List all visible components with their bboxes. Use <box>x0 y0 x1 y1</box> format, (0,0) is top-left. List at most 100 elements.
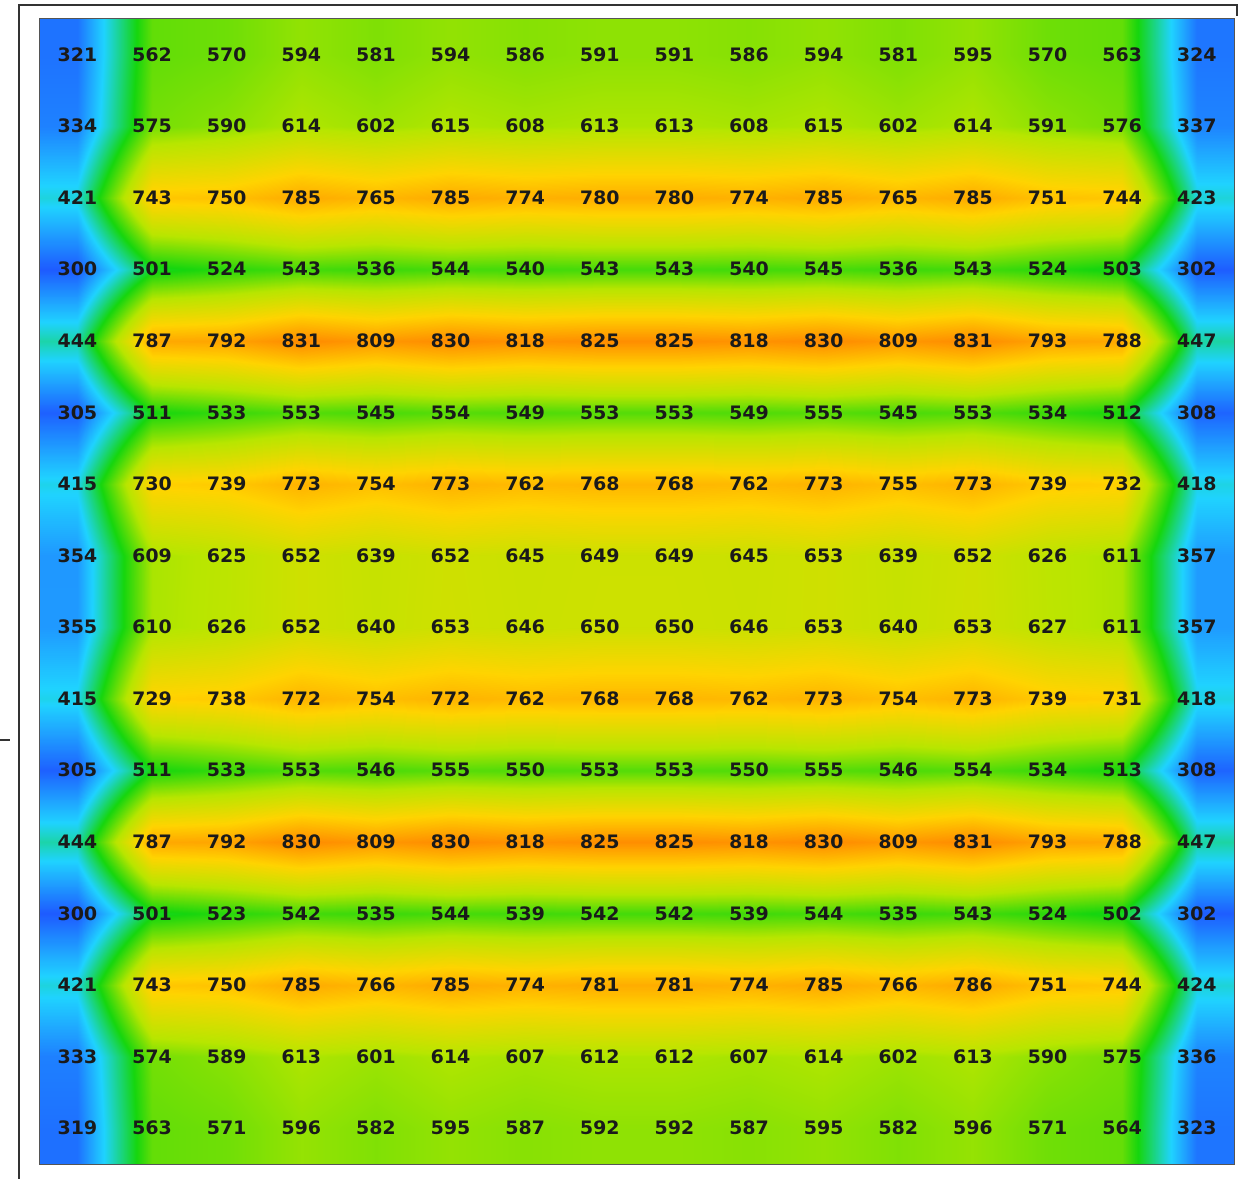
cell-value-label: 792 <box>206 330 247 353</box>
cell-value-label: 305 <box>57 401 98 424</box>
cell-value-label: 415 <box>57 473 98 496</box>
cell-value-label: 523 <box>206 902 247 925</box>
cell-value-label: 773 <box>803 473 844 496</box>
cell-value-label: 607 <box>729 1045 769 1068</box>
cell-value-label: 754 <box>355 473 396 496</box>
cell-value-label: 354 <box>57 544 98 567</box>
cell-value-label: 581 <box>355 43 396 66</box>
cell-value-label: 595 <box>430 1117 471 1140</box>
cell-value-label: 582 <box>878 1117 919 1140</box>
cell-value-label: 594 <box>281 43 322 66</box>
cell-value-label: 533 <box>206 401 247 424</box>
cell-value-label: 533 <box>206 759 247 782</box>
cell-value-label: 308 <box>1176 401 1217 424</box>
cell-value-label: 639 <box>355 544 396 567</box>
cell-value-label: 596 <box>952 1117 993 1140</box>
cell-value-label: 772 <box>430 687 471 710</box>
cell-value-label: 324 <box>1176 43 1217 66</box>
cell-value-label: 766 <box>878 974 919 997</box>
cell-value-label: 576 <box>1102 115 1142 138</box>
cell-value-label: 653 <box>952 616 993 639</box>
cell-value-label: 830 <box>430 830 471 853</box>
cell-value-label: 785 <box>430 974 471 997</box>
cell-value-label: 595 <box>803 1117 844 1140</box>
cell-value-label: 825 <box>654 830 695 853</box>
cell-value-label: 781 <box>654 974 695 997</box>
cell-value-label: 645 <box>505 544 545 567</box>
cell-value-label: 591 <box>1027 115 1068 138</box>
cell-value-label: 444 <box>57 330 98 353</box>
cell-value-label: 543 <box>579 258 620 281</box>
cell-value-label: 818 <box>729 830 769 853</box>
cell-value-label: 544 <box>430 258 471 281</box>
cell-value-label: 773 <box>952 687 993 710</box>
cell-value-label: 774 <box>729 186 769 209</box>
cell-value-label: 536 <box>878 258 919 281</box>
cell-value-label: 652 <box>281 616 322 639</box>
cell-value-label: 549 <box>729 401 769 424</box>
cell-value-label: 511 <box>132 759 172 782</box>
cell-value-label: 646 <box>729 616 769 639</box>
cell-value-label: 554 <box>430 401 471 424</box>
cell-value-label: 780 <box>654 186 695 209</box>
cell-value-label: 653 <box>430 616 471 639</box>
cell-value-label: 591 <box>579 43 620 66</box>
cell-value-label: 570 <box>206 43 247 66</box>
cell-value-label: 652 <box>952 544 993 567</box>
cell-value-label: 536 <box>355 258 396 281</box>
cell-value-label: 501 <box>132 902 172 925</box>
cell-value-label: 765 <box>878 186 919 209</box>
cell-value-label: 542 <box>654 902 695 925</box>
cell-value-label: 423 <box>1176 186 1217 209</box>
cell-value-label: 768 <box>579 473 620 496</box>
cell-value-label: 524 <box>206 258 247 281</box>
cell-value-label: 780 <box>579 186 620 209</box>
cell-value-label: 591 <box>654 43 695 66</box>
cell-value-label: 750 <box>206 974 247 997</box>
cell-value-label: 534 <box>1027 759 1068 782</box>
cell-value-label: 586 <box>505 43 545 66</box>
cell-value-label: 818 <box>729 330 769 353</box>
cell-value-label: 511 <box>132 401 172 424</box>
cell-value-label: 785 <box>803 974 844 997</box>
cell-value-label: 768 <box>579 687 620 710</box>
cell-value-label: 513 <box>1102 759 1142 782</box>
cell-value-label: 615 <box>803 115 844 138</box>
cell-value-label: 785 <box>803 186 844 209</box>
cell-value-label: 550 <box>505 759 545 782</box>
cell-value-label: 550 <box>729 759 769 782</box>
cell-value-label: 613 <box>952 1045 993 1068</box>
cell-value-label: 546 <box>355 759 396 782</box>
cell-value-label: 503 <box>1102 258 1142 281</box>
cell-value-label: 592 <box>654 1117 695 1140</box>
cell-value-label: 543 <box>281 258 322 281</box>
cell-value-label: 355 <box>57 616 98 639</box>
cell-value-label: 809 <box>355 830 396 853</box>
cell-value-label: 731 <box>1102 687 1142 710</box>
frame-tick-right <box>1236 4 1238 16</box>
cell-value-label: 774 <box>505 186 545 209</box>
cell-value-label: 773 <box>281 473 322 496</box>
cell-value-label: 739 <box>1027 687 1068 710</box>
cell-value-label: 610 <box>132 616 172 639</box>
cell-value-label: 571 <box>206 1117 247 1140</box>
cell-value-label: 594 <box>430 43 471 66</box>
cell-value-label: 626 <box>1027 544 1068 567</box>
cell-value-label: 553 <box>579 401 620 424</box>
cell-value-label: 334 <box>57 115 98 138</box>
cell-value-label: 762 <box>505 687 545 710</box>
cell-value-label: 818 <box>505 330 545 353</box>
cell-value-label: 549 <box>505 401 545 424</box>
cell-value-label: 743 <box>132 974 172 997</box>
cell-value-label: 774 <box>505 974 545 997</box>
cell-value-label: 563 <box>1102 43 1142 66</box>
cell-value-label: 755 <box>878 473 919 496</box>
cell-value-label: 652 <box>281 544 322 567</box>
cell-value-label: 323 <box>1176 1117 1217 1140</box>
cell-value-label: 730 <box>132 473 172 496</box>
cell-value-label: 543 <box>654 258 695 281</box>
cell-value-label: 831 <box>952 330 993 353</box>
cell-value-label: 421 <box>57 186 98 209</box>
cell-value-label: 786 <box>952 974 993 997</box>
cell-value-label: 793 <box>1027 830 1068 853</box>
